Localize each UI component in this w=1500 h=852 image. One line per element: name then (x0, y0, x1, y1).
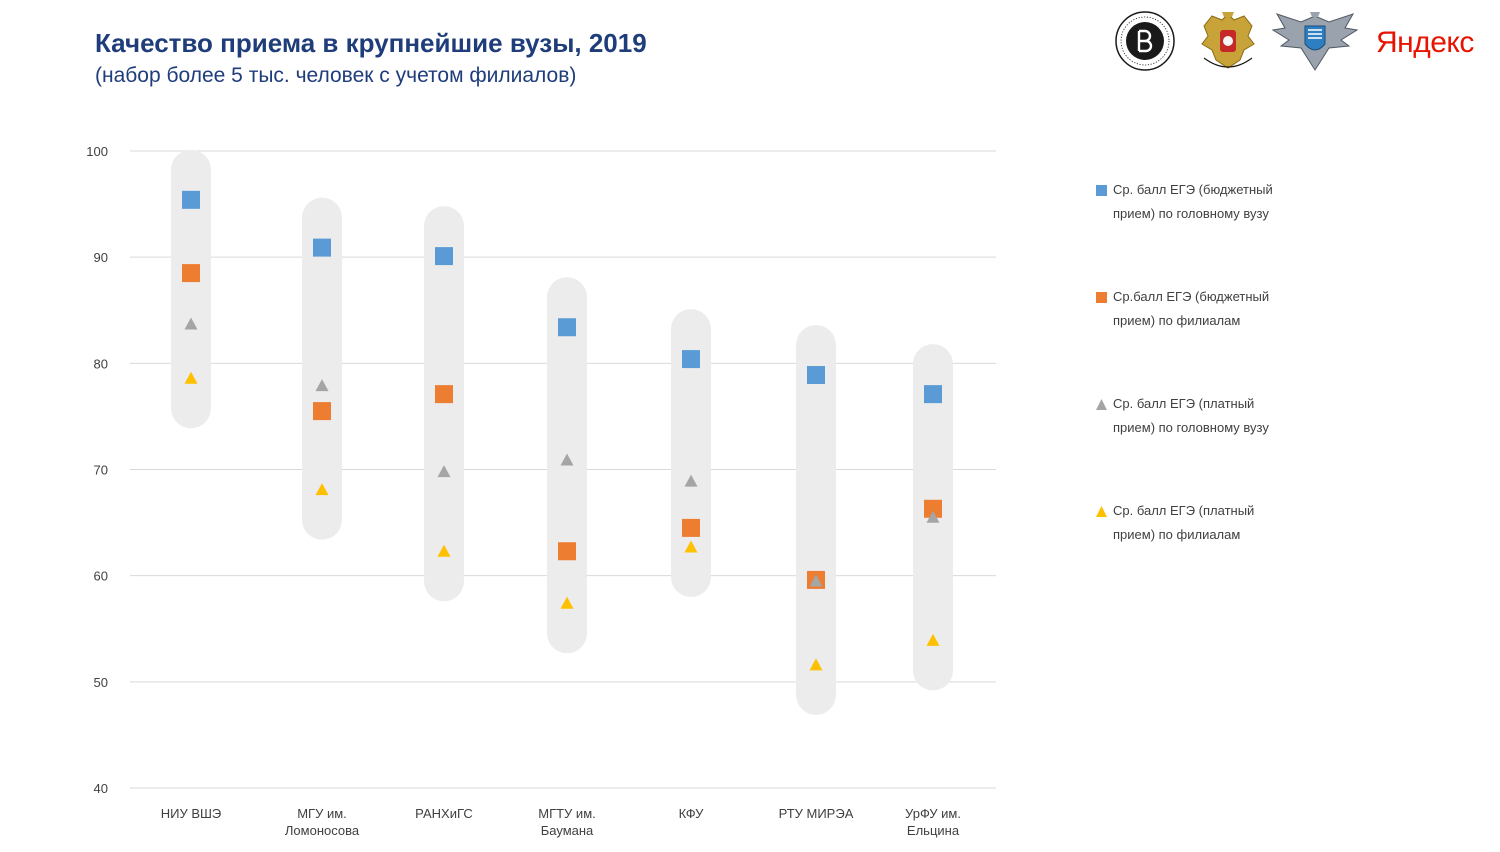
legend-label-line: прием) по филиалам (1113, 313, 1241, 328)
y-tick-label: 50 (94, 675, 108, 690)
data-point-triangle (184, 317, 198, 330)
page-subtitle: (набор более 5 тыс. человек с учетом фил… (95, 64, 577, 87)
data-point-square (558, 542, 576, 561)
data-point-square (313, 402, 331, 421)
data-point-square (682, 518, 700, 537)
legend-label: Ср. балл ЕГЭ (бюджетный прием) по головно… (1113, 178, 1298, 226)
x-category-label: МГУ им. (297, 806, 347, 821)
x-category-label: КФУ (679, 806, 704, 821)
x-category-label: НИУ ВШЭ (161, 806, 222, 821)
data-point-square (558, 318, 576, 337)
data-markers (182, 190, 942, 671)
data-point-square (435, 247, 453, 266)
data-point-square (182, 264, 200, 283)
legend-triangle-marker (1096, 506, 1107, 517)
data-point-square (435, 385, 453, 404)
rosobrnadzor-emblem-icon (1272, 12, 1358, 71)
data-point-triangle (926, 633, 940, 646)
legend-triangle-marker (1096, 399, 1107, 410)
legend-label: Ср.балл ЕГЭ (бюджетный прием) по филиалам (1113, 285, 1298, 333)
data-point-triangle (684, 540, 698, 553)
y-tick-label: 90 (94, 250, 108, 265)
legend-label-line: прием) по филиалам (1113, 527, 1241, 542)
data-point-triangle (684, 474, 698, 487)
data-point-triangle (315, 379, 329, 392)
data-point-square (924, 385, 942, 404)
legend-label: Ср. балл ЕГЭ (платный прием) по головному… (1113, 392, 1298, 440)
data-point-triangle (437, 465, 451, 478)
range-bands (171, 149, 953, 715)
x-category-label: РАНХиГС (415, 806, 473, 821)
y-axis-ticks: 40 50 60 70 80 90 100 (86, 144, 108, 796)
legend-label-line: Ср. балл ЕГЭ (платный (1113, 396, 1255, 411)
data-point-triangle (809, 574, 823, 587)
legend-label-line: Ср.балл ЕГЭ (бюджетный (1113, 289, 1270, 304)
range-band (796, 325, 836, 715)
data-point-square (807, 366, 825, 385)
legend-label-line: Ср. балл ЕГЭ (платный (1113, 503, 1255, 518)
data-point-triangle (560, 453, 574, 466)
range-band (302, 197, 342, 540)
x-category-label: РТУ МИРЭА (779, 806, 854, 821)
data-point-square (313, 238, 331, 257)
data-point-triangle (809, 658, 823, 671)
russian-coat-of-arms-icon (1201, 12, 1255, 69)
y-tick-label: 80 (94, 356, 108, 371)
range-band (671, 309, 711, 598)
page-title: Качество приема в крупнейшие вузы, 2019 (95, 28, 647, 58)
data-point-triangle (560, 596, 574, 609)
x-category-label: УрФУ им. (905, 806, 961, 821)
x-category-label: Баумана (541, 823, 594, 838)
logo-bar: Яндекс (1112, 8, 1474, 72)
yandex-logo: Яндекс (1376, 26, 1474, 59)
x-category-label: МГТУ им. (538, 806, 596, 821)
x-category-label: Ломоносова (285, 823, 360, 838)
y-tick-label: 60 (94, 569, 108, 584)
legend-square-marker (1096, 185, 1107, 196)
legend-label-line: прием) по головному вузу (1113, 206, 1269, 221)
data-point-triangle (315, 483, 329, 496)
y-tick-label: 100 (86, 144, 108, 159)
range-band (424, 206, 464, 602)
y-tick-label: 70 (94, 463, 108, 478)
y-tick-label: 40 (94, 781, 108, 796)
legend-label: Ср. балл ЕГЭ (платный прием) по филиалам (1113, 499, 1298, 547)
legend-label-line: прием) по головному вузу (1113, 420, 1269, 435)
x-axis-labels: НИУ ВШЭ МГУ им. Ломоносова РАНХиГС МГТУ им. Б… (161, 806, 961, 838)
data-point-square (682, 350, 700, 369)
data-point-square (182, 190, 200, 209)
legend-label-line: Ср. балл ЕГЭ (бюджетный (1113, 182, 1273, 197)
x-category-label: Ельцина (907, 823, 960, 838)
data-point-triangle (437, 544, 451, 557)
hse-logo-icon (1115, 11, 1175, 71)
data-point-triangle (926, 510, 940, 523)
data-point-triangle (184, 371, 198, 384)
legend-square-marker (1096, 292, 1107, 303)
range-band (171, 149, 211, 429)
data-point-square (924, 499, 942, 518)
